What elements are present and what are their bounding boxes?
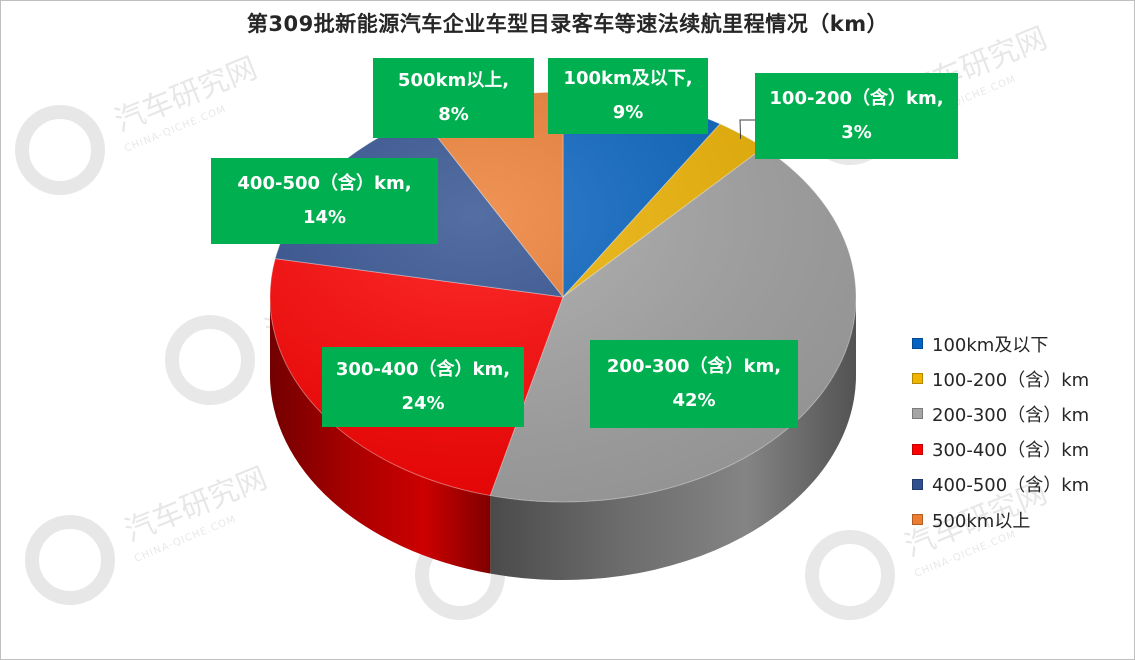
legend-swatch-yellow	[912, 373, 923, 385]
legend-swatch-navy	[912, 478, 923, 490]
data-label-200-300km: 200-300（含）km, 42%	[590, 340, 798, 428]
chart-title: 第309批新能源汽车企业车型目录客车等速法续航里程情况（km）	[246, 12, 889, 36]
legend-swatch-orange	[912, 514, 923, 526]
legend-label: 400-500（含）km	[932, 475, 1090, 497]
data-label-400-500km: 400-500（含）km, 14%	[211, 158, 438, 244]
data-label-300-400km: 300-400（含）km, 24%	[322, 347, 524, 427]
legend-item-500km-and-above: 500km以上	[912, 502, 1089, 537]
data-label-100km-and-below: 100km及以下, 9%	[548, 58, 708, 134]
legend-item-300-400km: 300-400（含）km	[912, 432, 1089, 467]
legend-label: 200-300（含）km	[932, 404, 1090, 426]
legend-item-100km-and-below: 100km及以下	[912, 326, 1089, 361]
leader-line	[739, 119, 756, 140]
legend-item-200-300km: 200-300（含）km	[912, 396, 1089, 431]
data-label-500km-and-above: 500km以上, 8%	[373, 58, 534, 138]
legend-swatch-red	[912, 443, 923, 455]
legend-swatch-gray	[912, 408, 923, 420]
legend-label: 100-200（含）km	[932, 369, 1090, 391]
legend-label: 100km及以下	[932, 334, 1049, 356]
data-label-100-200km: 100-200（含）km, 3%	[755, 73, 958, 159]
pie-side-shade-3	[270, 297, 491, 574]
chart-legend: 100km及以下 100-200（含）km 200-300（含）km 300-4…	[912, 326, 1089, 537]
pie-side-shade-2	[490, 297, 856, 580]
legend-item-400-500km: 400-500（含）km	[912, 467, 1089, 502]
legend-label: 300-400（含）km	[932, 440, 1090, 462]
legend-item-100-200km: 100-200（含）km	[912, 361, 1089, 396]
legend-swatch-blue	[912, 338, 923, 350]
legend-label: 500km以上	[932, 510, 1031, 532]
